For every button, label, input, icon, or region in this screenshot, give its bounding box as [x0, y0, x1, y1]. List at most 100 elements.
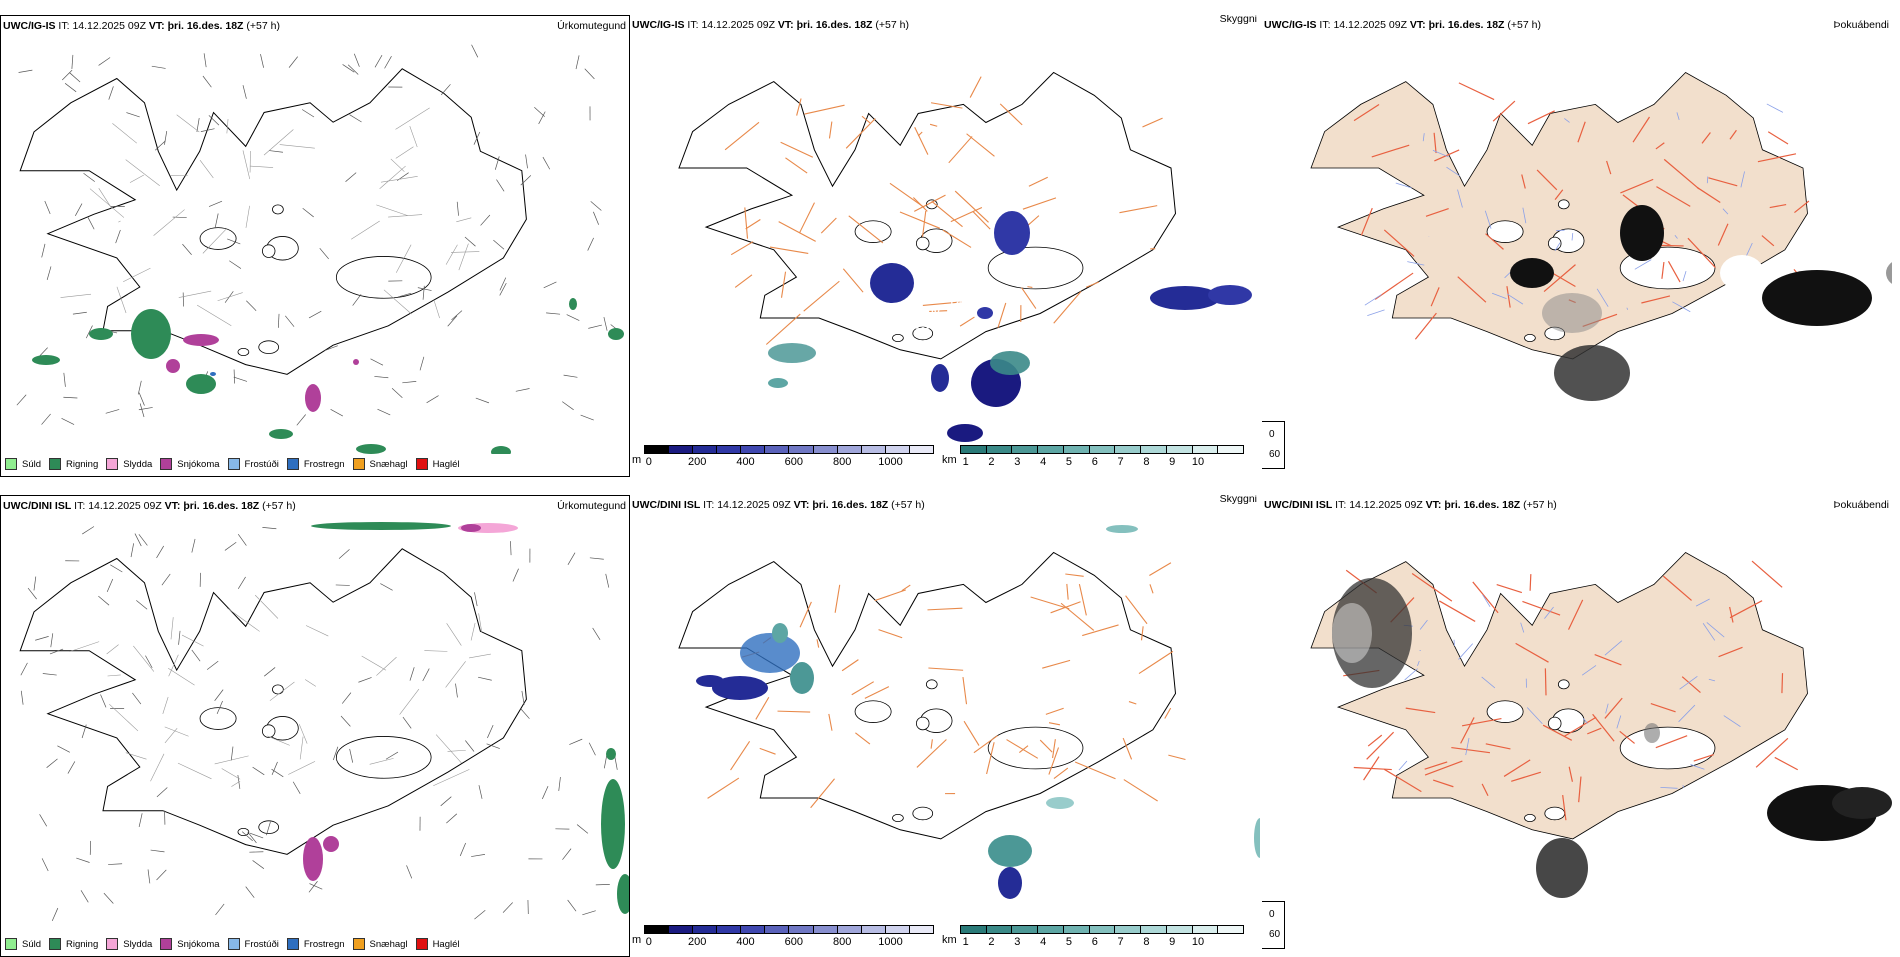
colorbar-tick: 800: [833, 936, 851, 948]
precip-area: [994, 211, 1030, 255]
colorbar-box: [1218, 926, 1243, 933]
colorbar-tick: 9: [1169, 936, 1175, 948]
wind-barb: [57, 746, 69, 752]
colorbar-box: [1012, 926, 1038, 933]
glacier-outline: [1545, 807, 1565, 820]
fog-legend-label: 60: [1269, 929, 1280, 940]
precip-area: [166, 359, 180, 373]
wind-barb: [588, 238, 594, 251]
panel-title: Úrkomutegund: [557, 20, 626, 32]
colorbar-box: [717, 926, 741, 933]
legend-item: Frostregn: [287, 938, 345, 950]
road: [1473, 582, 1498, 613]
precip-area: [1510, 258, 1554, 288]
visibility-label: 11: [1067, 235, 1077, 245]
wind-barb: [569, 739, 582, 744]
wind-barb: [151, 850, 165, 852]
wind-barb: [47, 759, 58, 768]
wind-barb: [589, 743, 595, 756]
precip-area: [1208, 285, 1252, 305]
legend-label: Frostúði: [245, 459, 279, 470]
precip-area: [1254, 818, 1260, 858]
road: [1368, 735, 1382, 746]
wind-barb: [581, 415, 594, 420]
wind-barb: [64, 373, 66, 387]
colorbar-box: [1090, 446, 1116, 453]
wind-barb: [427, 396, 439, 403]
legend-swatch: [228, 938, 240, 950]
legend-swatch: [416, 938, 428, 950]
legend-swatch: [49, 458, 61, 470]
panel-title: Þokuábendi: [1834, 499, 1889, 511]
wind-barb: [375, 55, 382, 67]
colorbar-box: [862, 926, 886, 933]
colorbar-box: [814, 446, 838, 453]
legend-label: Frostregn: [304, 939, 345, 950]
precip-type-panel-row1: UWC/IG-IS IT: 14.12.2025 09Z VT: þri. 16…: [0, 15, 630, 477]
wind-barb: [138, 381, 141, 395]
colorbar-tick: 10: [1192, 936, 1204, 948]
wind-barb: [234, 377, 247, 381]
road: [766, 314, 800, 344]
precip-area: [608, 328, 624, 340]
visibility-label: 38: [773, 599, 783, 609]
colorbar-tick: 3: [1014, 456, 1020, 468]
precip-area: [186, 374, 216, 394]
wind-barb: [297, 415, 306, 426]
wind-barb: [43, 673, 57, 675]
colorbar-box: [961, 446, 987, 453]
precip-area: [947, 424, 983, 442]
panel-header: UWC/DINI ISL IT: 14.12.2025 09Z VT: þri.…: [632, 499, 1258, 511]
legend-item: Snæhagl: [353, 458, 408, 470]
wind-barb: [568, 900, 576, 911]
wind-barb: [452, 311, 462, 320]
colorbar-tick: 400: [736, 936, 754, 948]
wind-barb: [73, 312, 87, 314]
legend-swatch: [228, 458, 240, 470]
road: [1124, 780, 1158, 801]
legend-item: Slydda: [106, 458, 152, 470]
colorbar-tick: 1000: [878, 456, 902, 468]
precip-area: [32, 355, 60, 365]
wind-barb: [164, 131, 166, 145]
colorbar-tick: 1: [963, 456, 969, 468]
precip-map: [1, 514, 630, 934]
legend-item: Slydda: [106, 938, 152, 950]
wind-barb: [152, 66, 166, 68]
wind-barb: [596, 884, 610, 885]
visibility-label: 61: [909, 219, 919, 229]
legend-swatch: [160, 458, 172, 470]
wind-barb: [559, 777, 561, 791]
coastline: [679, 73, 1176, 359]
road: [1530, 574, 1531, 591]
wind-barb: [546, 313, 560, 314]
wind-barb: [582, 911, 595, 915]
colorbar-tick: 7: [1118, 456, 1124, 468]
colorbar-unit: km: [942, 454, 957, 466]
wind-barb: [75, 204, 82, 216]
legend-swatch: [353, 458, 365, 470]
panel-header: UWC/IG-IS IT: 14.12.2025 09Z VT: þri. 16…: [1264, 19, 1890, 31]
legend-label: Súld: [22, 459, 41, 470]
precip-area: [131, 309, 171, 359]
legend-label: Snæhagl: [370, 939, 408, 950]
colorbar-tick: 5: [1066, 456, 1072, 468]
legend-swatch: [106, 938, 118, 950]
legend-swatch: [49, 938, 61, 950]
wind-barb: [197, 118, 199, 132]
wind-barb: [348, 65, 358, 75]
precip-area: [311, 522, 451, 530]
colorbar-box: [1141, 446, 1167, 453]
glacier-outline: [259, 341, 279, 354]
wind-barb: [253, 860, 264, 868]
fog-legend-row: 60: [1262, 446, 1284, 462]
wind-barb: [179, 631, 180, 645]
legend-item: Frostúði: [228, 938, 279, 950]
wind-barb: [68, 761, 75, 773]
panel-header: UWC/IG-IS IT: 14.12.2025 09Z VT: þri. 16…: [632, 19, 1258, 31]
colorbar-tick: 600: [785, 936, 803, 948]
precip-area: [210, 372, 216, 376]
colorbar-box: [645, 446, 669, 453]
